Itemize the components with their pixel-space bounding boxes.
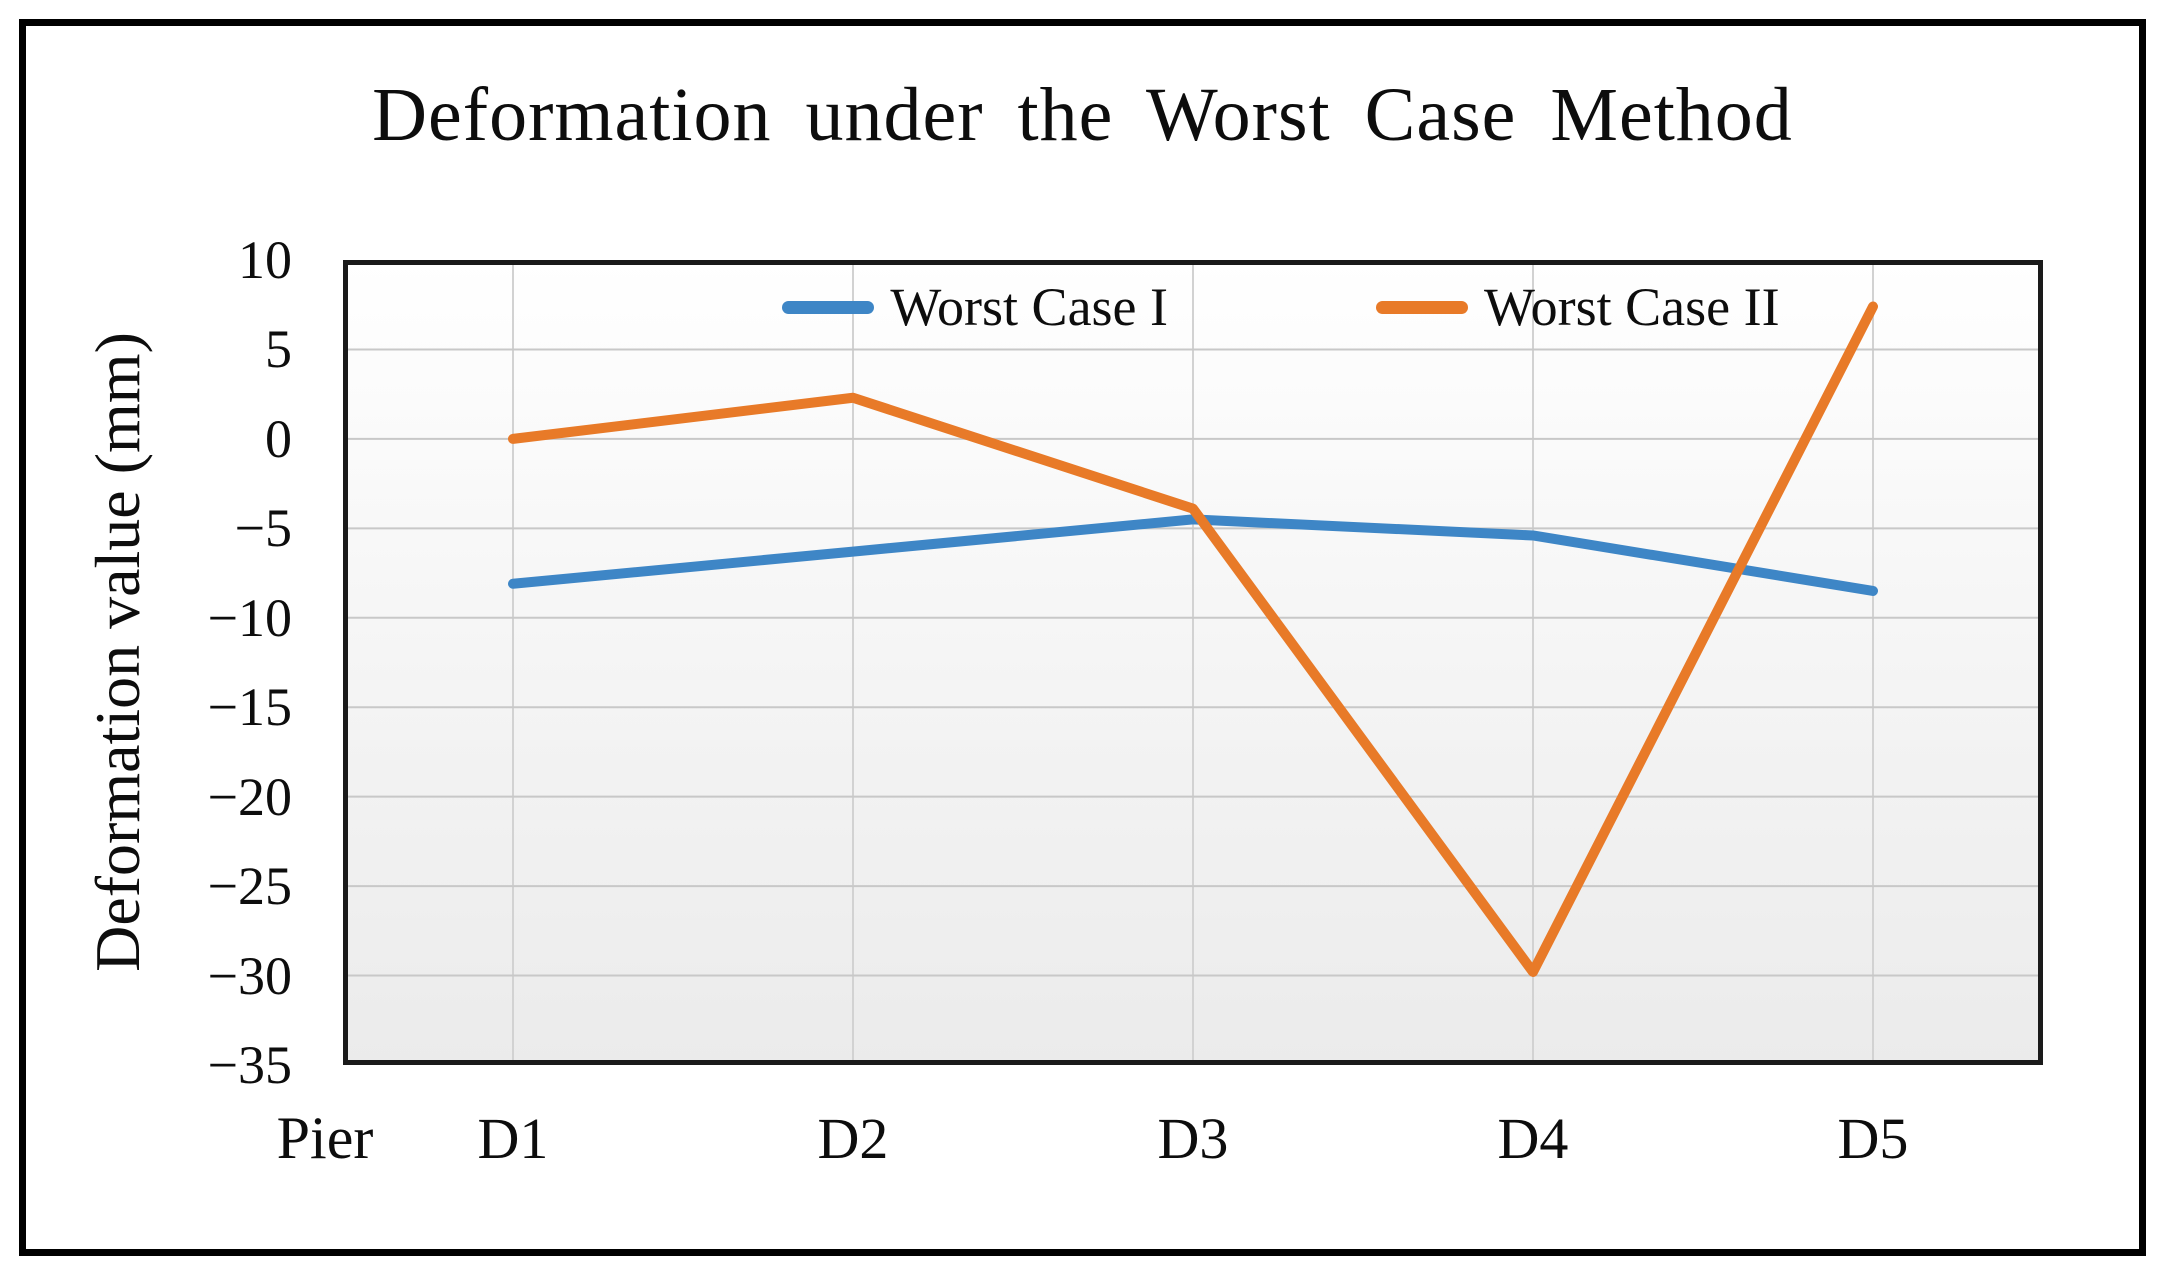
plot-area [343, 260, 2043, 1065]
x-axis-label-D3: D3 [1157, 1106, 1229, 1171]
chart-lines-svg [343, 260, 2043, 1065]
y-tick-label--20: −20 [207, 766, 292, 827]
y-tick-label-0: 0 [265, 408, 292, 469]
plot-border [343, 260, 2043, 1065]
chart-title: Deformation under the Worst Case Method [372, 73, 1793, 157]
y-tick-label--5: −5 [234, 498, 292, 559]
x-axis-label-D5: D5 [1837, 1106, 1909, 1171]
series-line-worst-case-ii [508, 301, 1878, 977]
y-tick-label--25: −25 [207, 856, 292, 917]
x-axis-label-D4: D4 [1497, 1106, 1569, 1171]
y-tick-label-5: 5 [265, 319, 292, 380]
y-tick-label--35: −35 [207, 1035, 292, 1095]
y-tick-label-10: 10 [238, 230, 292, 290]
y-tick-label--30: −30 [207, 945, 292, 1006]
x-axis-label-D2: D2 [817, 1106, 889, 1171]
y-tick-label--15: −15 [207, 677, 292, 738]
series-line-worst-case-i [508, 514, 1878, 596]
y-tick-label--10: −10 [207, 587, 292, 648]
figure-frame [19, 19, 2146, 1256]
x-axis-prefix-label: Pier [276, 1105, 374, 1171]
x-axis-label-D1: D1 [477, 1106, 549, 1171]
